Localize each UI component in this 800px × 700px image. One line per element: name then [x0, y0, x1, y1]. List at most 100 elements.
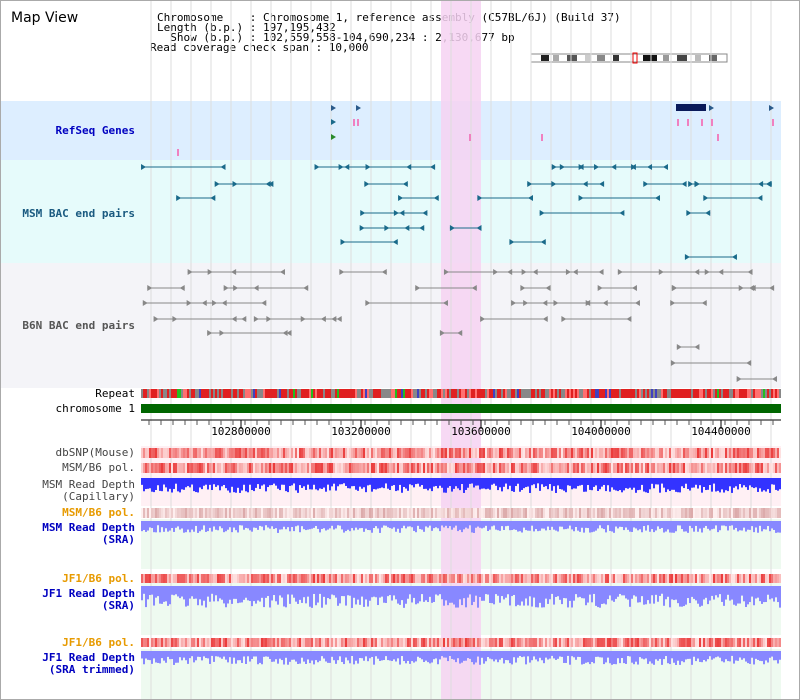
msm-b6-pol-heat-cell [473, 463, 475, 473]
dbsnp-heat-cell [163, 448, 165, 458]
dbsnp-heat-cell [695, 448, 697, 458]
jf1-pol-heat-cell [767, 574, 769, 583]
jf1-trim-depth-bar [475, 651, 477, 663]
repeat-cell [447, 389, 449, 398]
msm-sra-depth-bar [421, 521, 423, 530]
jf1-trim-depth-bar [653, 651, 655, 665]
jf1-trim-depth-bar [253, 651, 255, 657]
msm-b6-pol-heat-cell [711, 463, 713, 473]
msm-b6-pol2-heat-cell [417, 508, 419, 518]
jf1-pol-heat-cell [439, 574, 441, 583]
msm-b6-pol-heat-cell [545, 463, 547, 473]
repeat-cell [733, 389, 735, 398]
msm-sra-depth-bar [675, 521, 677, 532]
msm-b6-pol2-heat-cell [741, 508, 743, 518]
msm-sra-depth-bar [579, 521, 581, 532]
dbsnp-heat-cell [143, 448, 145, 458]
msm-sra-depth-bar [735, 521, 737, 528]
msm-capillary-depth-bar [141, 478, 143, 485]
jf1-pol-heat-cell [475, 574, 477, 583]
jf1-sra-depth-bar [511, 586, 513, 597]
jf1-trim-depth-bar [727, 651, 729, 662]
dbsnp-heat-cell [319, 448, 321, 458]
repeat-cell [503, 389, 505, 398]
jf1-trim-depth-bar [487, 651, 489, 658]
jf1-sra-depth-bar [465, 586, 467, 608]
msm-capillary-depth-bar [205, 478, 207, 485]
dbsnp-heat-cell [643, 448, 645, 458]
dbsnp-heat-cell [175, 448, 177, 458]
msm-sra-depth-bar [743, 521, 745, 528]
msm-capillary-depth-bar [223, 478, 225, 485]
msm-bac-label[interactable]: MSM BAC end pairs [22, 207, 135, 220]
jf1-sra-depth-bar [505, 586, 507, 598]
repeat-cell [425, 389, 427, 398]
repeat-cell [641, 389, 643, 398]
msm-b6-pol2-heat-cell [187, 508, 189, 518]
jf1-pol2-heat-cell [329, 638, 331, 647]
b6n-bac-label[interactable]: B6N BAC end pairs [22, 319, 135, 332]
jf1-trim-depth-bar [389, 651, 391, 661]
repeat-cell [685, 389, 687, 398]
msm-b6-pol-heat-cell [563, 463, 565, 473]
jf1-pol2-heat-cell [233, 638, 235, 647]
msm-b6-pol2-heat-cell [709, 508, 711, 518]
msm-capillary-depth-bar [555, 478, 557, 493]
dbsnp-heat-cell [147, 448, 149, 458]
msm-b6-pol-heat-cell [269, 463, 271, 473]
msm-b6-pol2-heat-cell [659, 508, 661, 518]
msm-b6-pol-heat-cell [497, 463, 499, 473]
msm-b6-pol-heat-cell [361, 463, 363, 473]
msm-b6-pol-heat-cell [355, 463, 357, 473]
jf1-trim-depth-bar [619, 651, 621, 664]
repeat-cell [281, 389, 283, 398]
msm-capillary-depth-bar [245, 478, 247, 492]
repeat-cell [187, 389, 189, 398]
jf1-trim-depth-bar [701, 651, 703, 663]
jf1-trim-depth-bar [161, 651, 163, 659]
dbsnp-heat-cell [589, 448, 591, 458]
msm-b6-pol2-heat-cell [247, 508, 249, 518]
msm-b6-pol2-heat-cell [227, 508, 229, 518]
jf1-trim-depth-bar [681, 651, 683, 662]
msm-capillary-depth-bar [433, 478, 435, 487]
msm-sra-depth-bar [453, 521, 455, 528]
jf1-pol2-heat-cell [257, 638, 259, 647]
jf1-pol2-heat-cell [623, 638, 625, 647]
msm-b6-pol-heat-cell [745, 463, 747, 473]
jf1-pol-heat-cell [437, 574, 439, 583]
msm-b6-pol2-heat-cell [725, 508, 727, 518]
repeat-cell [451, 389, 453, 398]
msm-sra-depth-bar [581, 521, 583, 528]
refseq-genes-label[interactable]: RefSeq Genes [55, 124, 135, 137]
msm-b6-pol-heat-cell [317, 463, 319, 473]
msm-b6-pol2-heat-cell [211, 508, 213, 518]
msm-bac-end [509, 239, 515, 245]
dbsnp-heat-cell [275, 448, 277, 458]
msm-b6-pol2-heat-cell [375, 508, 377, 518]
msm-capillary-depth-bar [273, 478, 275, 484]
jf1-pol-heat-cell [327, 574, 329, 583]
jf1-pol-heat-cell [267, 574, 269, 583]
jf1-pol-heat-cell [305, 574, 307, 583]
jf1-sra-depth-bar [305, 586, 307, 604]
dbsnp-heat-cell [397, 448, 399, 458]
msm-bac-end [551, 164, 557, 170]
repeat-cell [709, 389, 711, 398]
msm-b6-pol2-heat-cell [437, 508, 439, 518]
jf1-sra-depth-bar [625, 586, 627, 599]
jf1-pol-heat-cell [253, 574, 255, 583]
dbsnp-heat-cell [465, 448, 467, 458]
msm-b6-pol-heat-cell [669, 463, 671, 473]
msm-bac-end [419, 225, 425, 231]
msm-b6-pol2-heat-cell [723, 508, 725, 518]
jf1-pol2-heat-cell [593, 638, 595, 647]
repeat-cell [667, 389, 669, 398]
msm-bac-end [527, 195, 533, 201]
jf1-pol-heat-cell [725, 574, 727, 583]
jf1-pol-heat-cell [527, 574, 529, 583]
repeat-cell [297, 389, 299, 398]
repeat-cell [431, 389, 433, 398]
jf1-trim-depth-bar [193, 651, 195, 663]
